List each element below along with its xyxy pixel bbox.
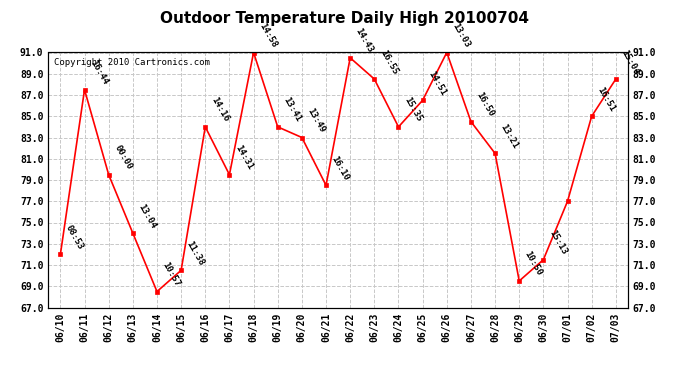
Text: 13:49: 13:49 bbox=[306, 106, 327, 134]
Text: 10:57: 10:57 bbox=[161, 261, 182, 288]
Text: 14:51: 14:51 bbox=[426, 69, 448, 97]
Text: 16:44: 16:44 bbox=[88, 59, 110, 87]
Text: Copyright 2010 Cartronics.com: Copyright 2010 Cartronics.com bbox=[54, 58, 210, 67]
Text: 14:58: 14:58 bbox=[257, 21, 279, 50]
Text: 14:43: 14:43 bbox=[354, 27, 375, 55]
Text: 08:53: 08:53 bbox=[64, 224, 86, 251]
Text: 13:04: 13:04 bbox=[137, 202, 158, 230]
Text: 15:13: 15:13 bbox=[547, 229, 569, 256]
Text: 14:31: 14:31 bbox=[233, 144, 255, 171]
Text: Outdoor Temperature Daily High 20100704: Outdoor Temperature Daily High 20100704 bbox=[161, 11, 529, 26]
Text: 13:03: 13:03 bbox=[451, 21, 472, 50]
Text: 16:55: 16:55 bbox=[378, 48, 400, 76]
Text: 00:00: 00:00 bbox=[112, 144, 134, 171]
Text: 13:41: 13:41 bbox=[282, 96, 303, 124]
Text: 16:51: 16:51 bbox=[595, 85, 617, 113]
Text: 14:16: 14:16 bbox=[209, 96, 230, 124]
Text: 15:04: 15:04 bbox=[620, 48, 641, 76]
Text: 16:10: 16:10 bbox=[330, 154, 351, 182]
Text: 10:50: 10:50 bbox=[523, 250, 544, 278]
Text: 11:38: 11:38 bbox=[185, 239, 206, 267]
Text: 13:21: 13:21 bbox=[499, 123, 520, 150]
Text: 15:35: 15:35 bbox=[402, 96, 424, 124]
Text: 16:50: 16:50 bbox=[475, 91, 496, 118]
